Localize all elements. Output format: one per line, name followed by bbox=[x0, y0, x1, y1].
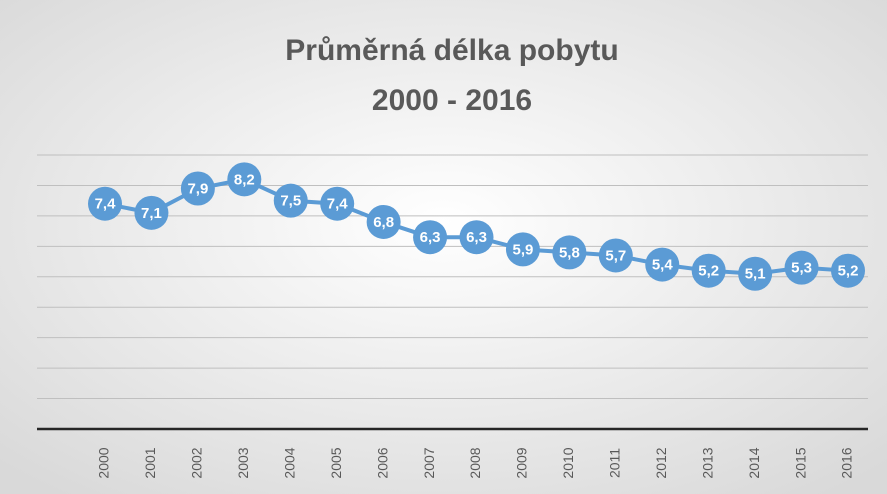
data-label: 7,5 bbox=[280, 193, 301, 210]
data-label: 7,9 bbox=[187, 180, 208, 197]
x-tick-label: 2011 bbox=[607, 448, 623, 478]
marker bbox=[88, 186, 122, 221]
x-tick-label: 2016 bbox=[839, 447, 855, 478]
x-tick-label: 2010 bbox=[560, 447, 576, 478]
data-label: 5,3 bbox=[791, 260, 812, 277]
marker bbox=[645, 247, 680, 282]
data-label: 6,3 bbox=[420, 229, 441, 246]
marker bbox=[227, 162, 262, 197]
x-tick-label: 2003 bbox=[235, 447, 251, 478]
chart-subtitle: 2000 - 2016 bbox=[372, 84, 532, 117]
data-label: 7,4 bbox=[95, 196, 117, 213]
x-tick-label: 2004 bbox=[281, 447, 297, 478]
marker bbox=[784, 250, 819, 285]
marker bbox=[366, 204, 401, 239]
x-tick-label: 2005 bbox=[328, 447, 344, 478]
x-tick-label: 2001 bbox=[142, 447, 158, 478]
marker bbox=[691, 253, 726, 288]
marker bbox=[598, 238, 633, 273]
x-tick-label: 2015 bbox=[792, 447, 808, 478]
x-tick-label: 2009 bbox=[514, 447, 530, 478]
data-label: 5,8 bbox=[559, 244, 580, 261]
data-label: 6,3 bbox=[466, 229, 487, 246]
x-tick-label: 2000 bbox=[96, 447, 112, 478]
data-label: 5,9 bbox=[513, 241, 534, 258]
data-label: 5,1 bbox=[745, 266, 766, 283]
marker bbox=[320, 186, 355, 221]
marker bbox=[134, 195, 169, 230]
x-tick-label: 2002 bbox=[189, 447, 205, 478]
marker bbox=[738, 256, 773, 291]
data-label: 8,2 bbox=[234, 171, 255, 188]
data-label: 5,7 bbox=[605, 247, 626, 264]
x-tick-label: 2012 bbox=[653, 447, 669, 478]
marker bbox=[459, 220, 494, 255]
marker bbox=[552, 235, 587, 270]
x-tick-label: 2006 bbox=[374, 447, 390, 478]
data-label: 5,2 bbox=[698, 263, 719, 280]
data-label: 5,4 bbox=[652, 257, 674, 274]
x-tick-label: 2008 bbox=[467, 447, 483, 478]
data-label: 5,2 bbox=[838, 263, 859, 280]
data-label: 7,1 bbox=[141, 205, 162, 222]
marker bbox=[831, 253, 865, 288]
marker bbox=[273, 183, 308, 218]
marker bbox=[505, 232, 540, 267]
data-label: 6,8 bbox=[373, 214, 394, 231]
data-label: 7,4 bbox=[327, 196, 349, 213]
marker bbox=[413, 220, 448, 255]
x-tick-label: 2014 bbox=[746, 447, 762, 478]
chart-title: Průměrná délka pobytu bbox=[285, 34, 618, 67]
x-tick-label: 2013 bbox=[699, 447, 715, 478]
marker bbox=[180, 171, 215, 206]
x-tick-label: 2007 bbox=[421, 447, 437, 478]
